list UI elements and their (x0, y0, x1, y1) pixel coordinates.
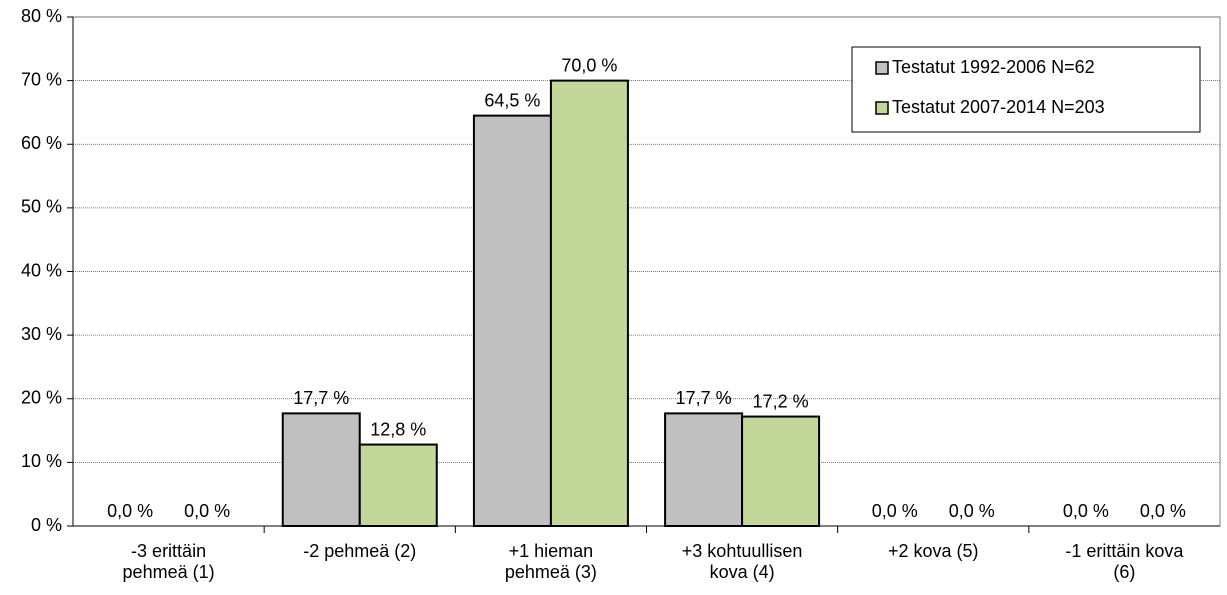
bar (741, 415, 821, 527)
y-tick-label: 30 % (21, 324, 62, 344)
bar (281, 412, 361, 528)
y-tick-label: 10 % (21, 451, 62, 471)
legend-label: Testatut 1992-2006 N=62 (892, 57, 1095, 77)
y-tick-label: 80 % (21, 6, 62, 26)
bar (472, 114, 552, 528)
legend-swatch (875, 61, 889, 75)
legend-label: Testatut 2007-2014 N=203 (892, 97, 1105, 117)
y-tick-label: 40 % (21, 260, 62, 280)
legend-swatch (875, 101, 889, 115)
x-tick-label: +2 kova (5) (887, 541, 979, 561)
x-tick-label: -2 pehmeä (2) (303, 541, 417, 561)
y-tick-label: 60 % (21, 133, 62, 153)
bar (358, 443, 438, 527)
data-label: 0,0 % (107, 501, 153, 521)
y-tick-label: 70 % (21, 69, 62, 89)
data-label: 70,0 % (561, 55, 617, 75)
x-tick-label: -3 erittäin pehmeä (1) (122, 541, 215, 582)
data-label: 17,7 % (293, 388, 349, 408)
legend-box (851, 46, 1201, 133)
data-label: 0,0 % (872, 501, 918, 521)
x-tick-label: +3 kohtuullisen kova (4) (681, 541, 803, 582)
data-label: 64,5 % (484, 90, 540, 110)
data-label: 17,7 % (676, 388, 732, 408)
bar (664, 412, 744, 528)
data-label: 0,0 % (1140, 501, 1186, 521)
data-label: 17,2 % (753, 391, 809, 411)
data-label: 0,0 % (184, 501, 230, 521)
data-label: 0,0 % (1063, 501, 1109, 521)
data-label: 0,0 % (949, 501, 995, 521)
bar (549, 79, 629, 527)
x-tick-label: +1 hieman pehmeä (3) (504, 541, 597, 582)
x-tick-label: -1 erittäin kova (6) (1065, 541, 1184, 582)
y-tick-label: 0 % (31, 515, 62, 535)
data-label: 12,8 % (370, 419, 426, 439)
y-tick-label: 20 % (21, 388, 62, 408)
y-tick-label: 50 % (21, 197, 62, 217)
